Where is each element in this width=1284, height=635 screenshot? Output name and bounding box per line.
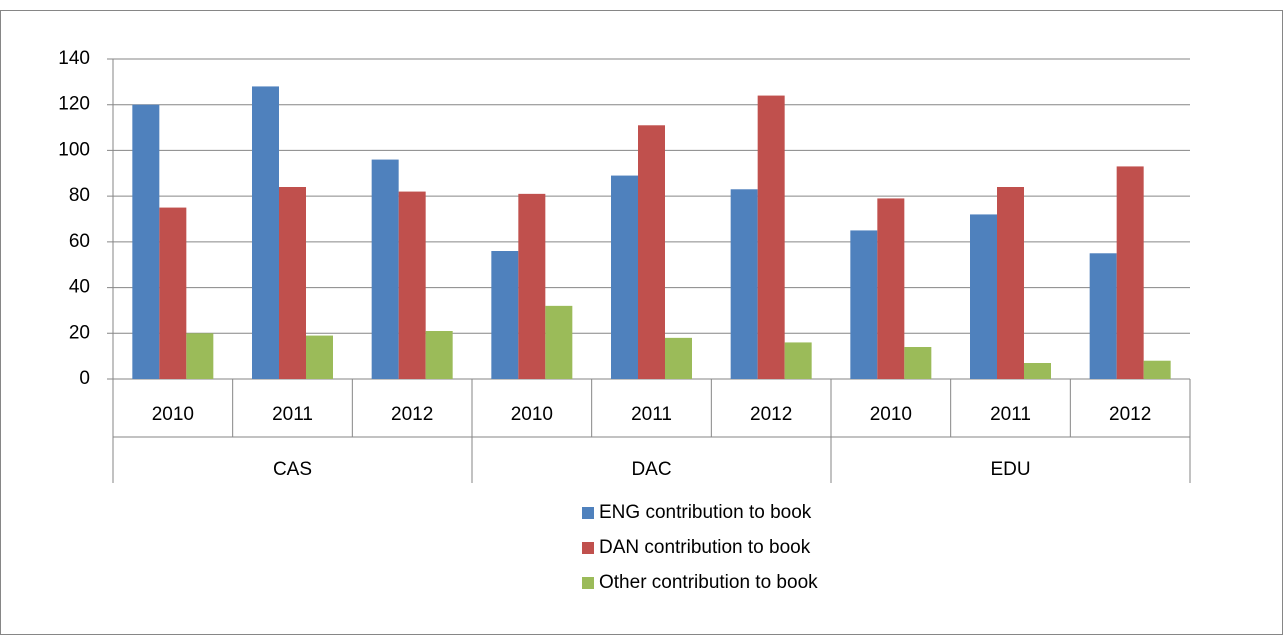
x-tick-label: 2010 <box>870 404 912 425</box>
bar <box>252 86 279 379</box>
y-tick-label: 60 <box>69 231 90 252</box>
bar <box>638 125 665 380</box>
bar <box>279 187 306 379</box>
bar <box>1143 360 1171 379</box>
x-tick-label: 2011 <box>990 404 1031 425</box>
bar <box>491 251 519 379</box>
bar <box>159 207 187 379</box>
y-tick-label: 40 <box>69 277 90 298</box>
y-tick-label: 100 <box>58 139 90 160</box>
x-tick-label: 2012 <box>391 404 433 425</box>
bar <box>730 189 758 379</box>
bar <box>665 337 692 379</box>
x-tick-label: 2012 <box>750 404 792 425</box>
legend-swatch <box>582 577 594 589</box>
x-tick-label: 2012 <box>1109 404 1151 425</box>
bar <box>997 187 1024 379</box>
legend-label: ENG contribution to book <box>599 502 812 523</box>
bar <box>904 347 932 379</box>
legend-swatch <box>582 542 594 554</box>
bar <box>371 159 399 379</box>
bar <box>784 342 812 379</box>
bar <box>545 305 573 379</box>
y-tick-label: 0 <box>79 368 90 389</box>
bar <box>398 191 426 379</box>
bar <box>850 230 878 379</box>
group-label: EDU <box>990 459 1030 480</box>
bar <box>757 95 785 380</box>
group-label: DAC <box>631 459 671 480</box>
bar <box>1024 363 1051 379</box>
group-label: CAS <box>273 459 312 480</box>
bar <box>132 104 160 379</box>
bar <box>306 335 333 379</box>
bar <box>425 331 453 379</box>
bar <box>1116 166 1144 379</box>
bar <box>518 193 546 379</box>
x-tick-label: 2011 <box>272 404 313 425</box>
x-tick-label: 2010 <box>152 404 194 425</box>
y-tick-label: 140 <box>58 48 90 69</box>
y-tick-label: 120 <box>58 94 90 115</box>
legend-swatch <box>582 507 594 519</box>
bar <box>970 214 997 379</box>
y-tick-label: 80 <box>69 185 90 206</box>
legend-label: DAN contribution to book <box>599 537 811 558</box>
x-tick-label: 2011 <box>631 404 672 425</box>
legend-label: Other contribution to book <box>599 572 818 593</box>
bar <box>186 333 214 379</box>
x-tick-label: 2010 <box>511 404 553 425</box>
bar <box>1089 253 1117 379</box>
bar <box>877 198 905 379</box>
bar <box>611 175 638 379</box>
y-tick-label: 20 <box>69 322 90 343</box>
